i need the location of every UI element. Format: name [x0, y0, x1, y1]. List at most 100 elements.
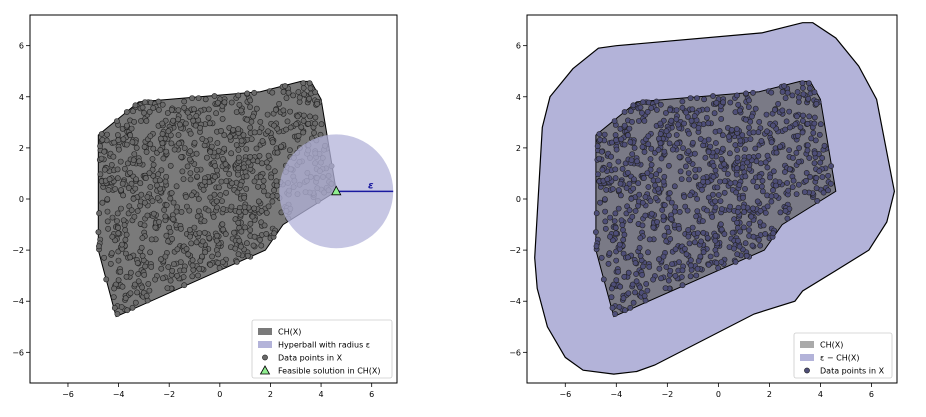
data-point	[684, 207, 691, 214]
data-point	[178, 154, 185, 160]
data-point	[629, 119, 635, 125]
data-point	[648, 145, 655, 152]
data-point	[207, 194, 214, 201]
data-point	[817, 159, 824, 166]
data-point	[637, 252, 644, 259]
data-point	[170, 199, 177, 206]
data-point	[721, 231, 728, 237]
data-point	[284, 118, 291, 125]
data-point	[700, 218, 706, 224]
data-point	[221, 132, 228, 139]
data-point	[312, 120, 318, 127]
data-point	[641, 149, 648, 155]
data-point	[709, 213, 716, 220]
data-point	[733, 189, 739, 196]
data-point	[164, 285, 171, 291]
data-point	[683, 163, 689, 170]
data-point	[619, 222, 626, 228]
data-point	[745, 104, 752, 110]
data-point	[130, 157, 137, 163]
x-tick-label: 6	[869, 390, 874, 399]
data-point	[783, 118, 790, 125]
data-point	[675, 121, 681, 128]
data-point	[215, 184, 222, 191]
data-point	[181, 282, 188, 289]
data-point	[663, 110, 669, 116]
data-point	[155, 171, 162, 178]
x-tick-label: −6	[559, 390, 571, 399]
data-point	[613, 230, 619, 237]
data-point	[118, 304, 125, 310]
data-point	[305, 120, 312, 127]
data-point	[175, 107, 182, 113]
data-point	[247, 97, 254, 104]
data-point	[251, 233, 258, 240]
data-point	[167, 162, 174, 169]
data-point	[311, 129, 317, 136]
data-point	[795, 158, 802, 165]
data-point	[135, 278, 142, 285]
data-point	[142, 263, 148, 270]
data-point	[149, 156, 156, 162]
data-point	[682, 245, 688, 252]
data-point	[285, 89, 292, 96]
data-point	[750, 233, 757, 240]
data-point	[236, 237, 243, 244]
data-point	[128, 180, 135, 187]
data-point	[621, 122, 628, 129]
data-point	[269, 89, 276, 96]
data-point	[702, 154, 709, 161]
data-point	[794, 89, 801, 95]
data-point	[134, 289, 140, 296]
data-point	[646, 236, 653, 243]
data-point	[193, 113, 200, 119]
data-point	[613, 146, 620, 153]
data-point	[159, 275, 166, 282]
data-point	[619, 165, 626, 172]
data-point	[757, 242, 764, 249]
data-point	[713, 140, 719, 146]
data-point	[257, 119, 264, 125]
data-point	[611, 118, 618, 124]
x-tick-label: 2	[268, 390, 273, 399]
data-point	[168, 107, 175, 113]
data-point	[130, 195, 137, 202]
data-point	[139, 284, 145, 291]
data-point	[692, 150, 698, 157]
data-point	[608, 285, 615, 292]
data-point	[128, 207, 135, 214]
data-point	[212, 162, 218, 169]
data-point	[127, 132, 134, 139]
data-point	[103, 276, 110, 283]
data-point	[762, 159, 769, 166]
data-point	[159, 120, 166, 127]
data-point	[298, 124, 305, 131]
data-point	[631, 176, 637, 183]
data-point	[167, 277, 174, 284]
left-legend: CH(X) Hyperball with radius ε Data points …	[251, 319, 393, 379]
data-point	[673, 116, 680, 123]
data-point	[734, 251, 741, 258]
data-point	[777, 209, 784, 216]
data-point	[141, 143, 148, 150]
data-point	[214, 204, 220, 211]
data-point	[110, 153, 117, 160]
data-point	[269, 198, 276, 205]
data-point	[663, 128, 670, 135]
data-point	[181, 104, 187, 111]
data-point	[716, 127, 723, 134]
data-point	[693, 272, 700, 279]
data-point	[201, 178, 208, 185]
data-point	[175, 132, 182, 138]
data-point	[209, 253, 215, 260]
data-point	[120, 136, 127, 143]
data-point	[666, 162, 672, 169]
data-point	[263, 209, 270, 216]
data-point	[271, 168, 278, 175]
data-point	[639, 143, 646, 150]
data-point	[312, 114, 319, 121]
data-point	[147, 133, 154, 139]
data-point	[117, 268, 124, 275]
data-point	[794, 113, 800, 120]
